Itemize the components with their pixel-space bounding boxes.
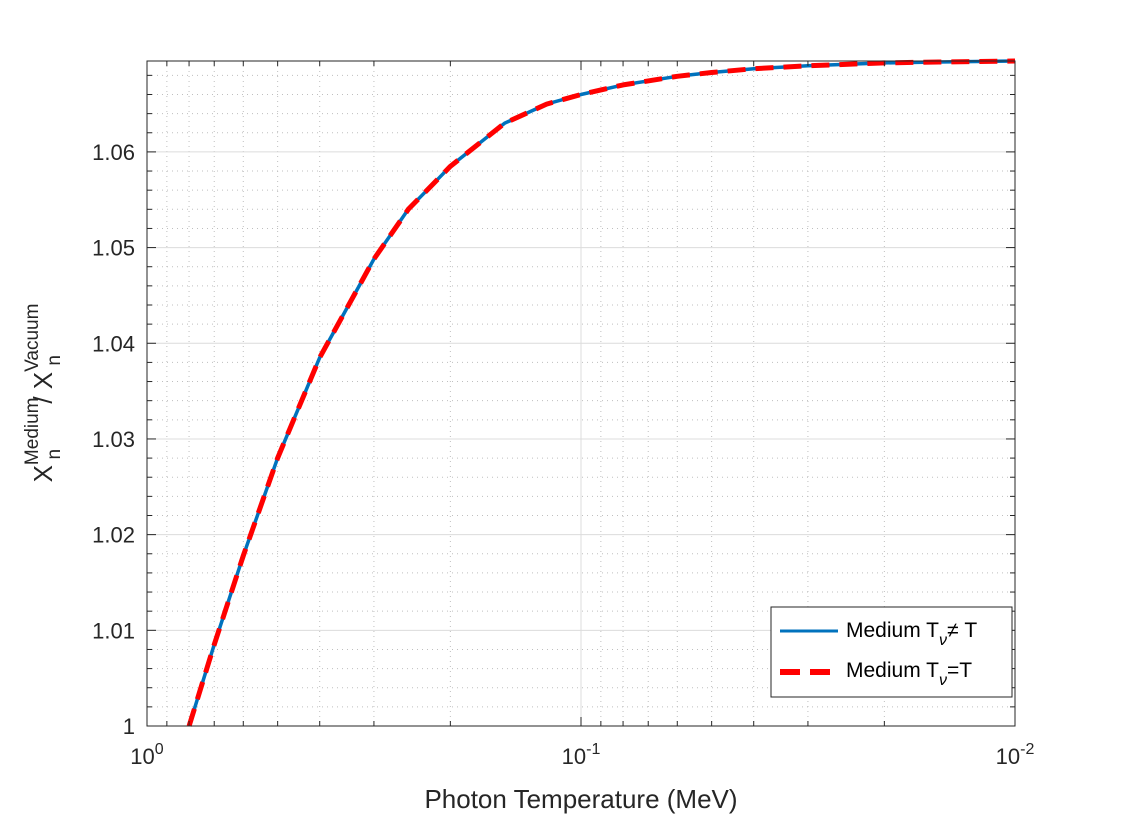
x-tick-label: 100 (130, 741, 163, 769)
y-tick-labels: 1 1.01 1.02 1.03 1.04 1.05 1.06 (92, 140, 135, 739)
y-label-x2: X (28, 372, 58, 389)
y-tick-label: 1 (123, 714, 135, 739)
y-tick-label: 1.05 (92, 236, 135, 261)
y-label-sup2: Vacuum (22, 304, 43, 372)
y-label-x1: X (28, 465, 58, 482)
y-label-sub1: n (44, 449, 65, 460)
y-tick-label: 1.01 (92, 618, 135, 643)
minor-grid (147, 61, 1015, 726)
tick-marks (146, 61, 1016, 727)
legend: Medium Tν≠ T Medium Tν=T (770, 606, 1013, 698)
series-line-1 (186, 58, 1016, 727)
legend-label-medium-eq: Medium Tν=T (846, 659, 972, 689)
y-axis-label: XMediumn / XVacuumn (22, 304, 65, 483)
svg-text:XMediumn / XVacuumn: XMediumn / XVacuumn (22, 304, 65, 483)
y-tick-label: 1.02 (92, 523, 135, 548)
y-tick-label: 1.03 (92, 427, 135, 452)
y-tick-label: 1.06 (92, 140, 135, 165)
x-tick-label: 10-2 (996, 741, 1035, 769)
y-tick-label: 1.04 (92, 331, 135, 356)
y-label-sup1: Medium (22, 397, 43, 465)
x-axis-label: Photon Temperature (MeV) (424, 784, 737, 814)
y-label-sub2: n (44, 355, 65, 366)
x-tick-labels: 100 10-1 10-2 (130, 741, 1034, 769)
y-label-sep: / (28, 389, 58, 411)
x-tick-label: 10-1 (562, 741, 601, 769)
legend-box (770, 606, 1013, 698)
legend-label-medium-neq: Medium Tν≠ T (846, 619, 977, 649)
